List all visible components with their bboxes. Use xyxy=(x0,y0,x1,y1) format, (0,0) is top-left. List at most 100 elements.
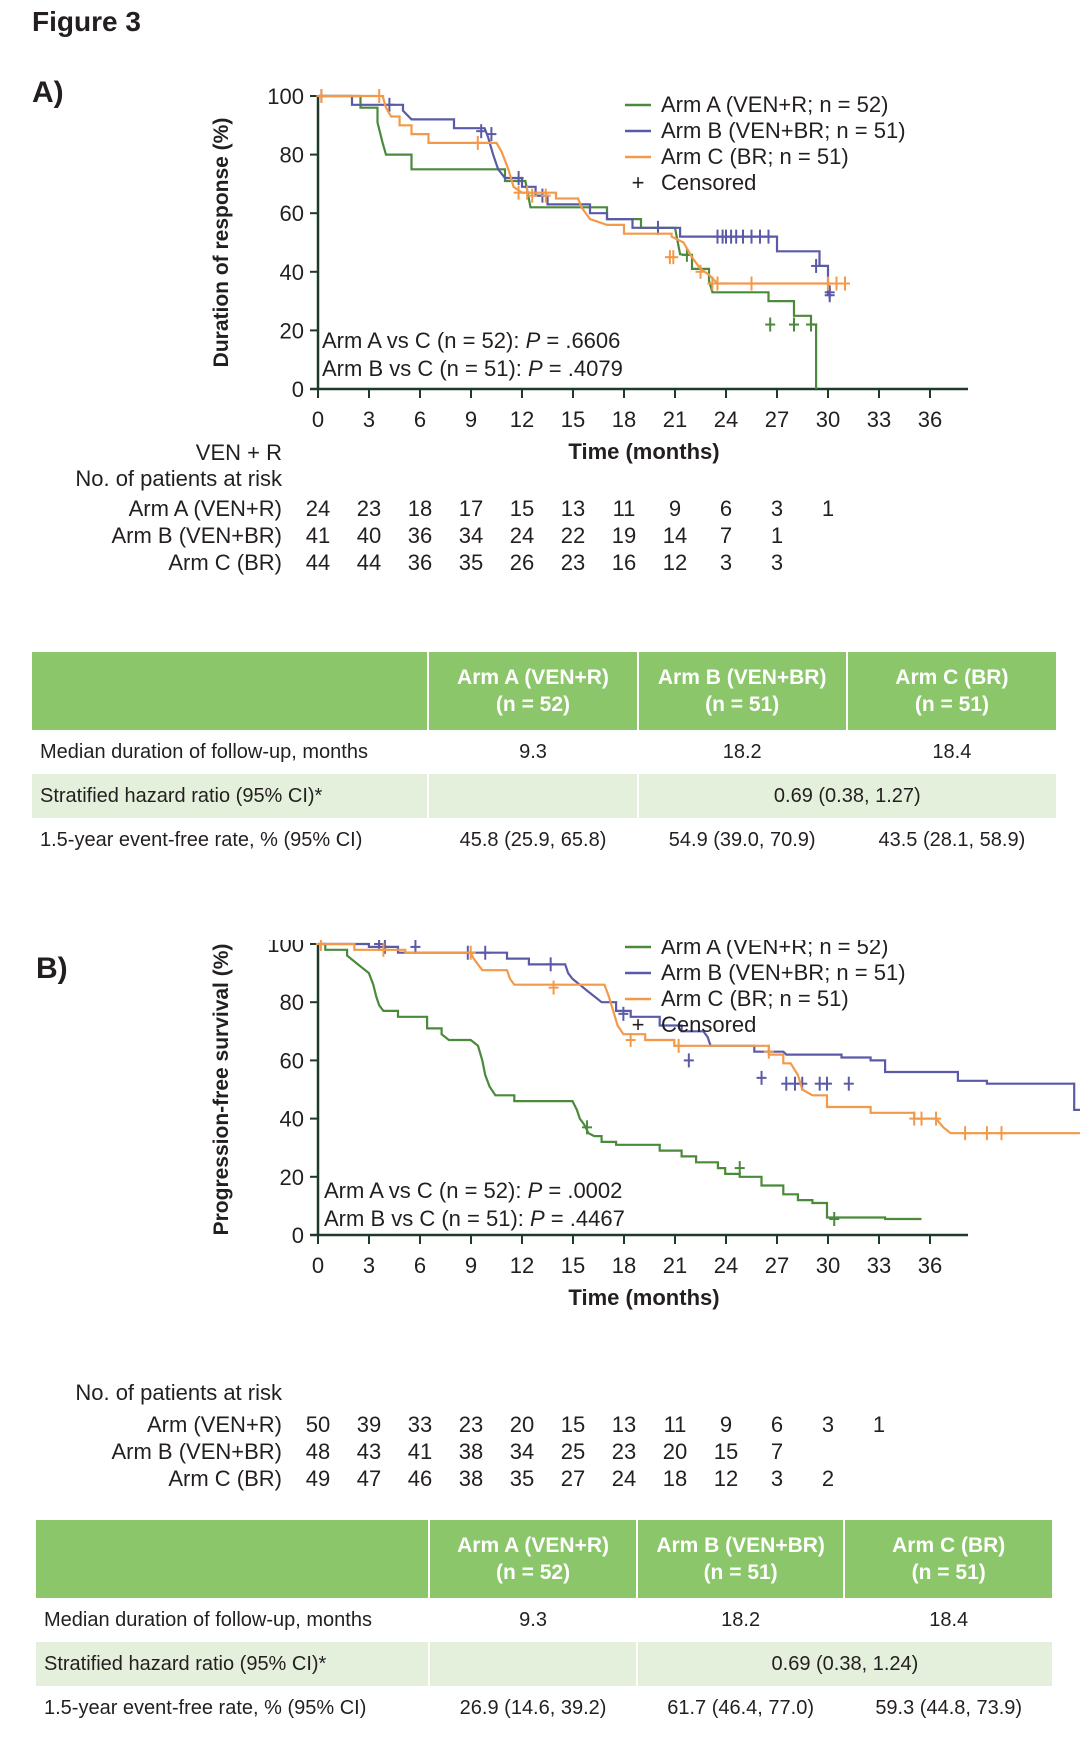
figure-title: Figure 3 xyxy=(32,6,141,37)
summary-header-arm: Arm A (VEN+R) (n = 52) xyxy=(428,1520,637,1598)
risk-value: 35 xyxy=(458,550,484,575)
x-tick-label: 33 xyxy=(867,1253,891,1278)
risk-value: 15 xyxy=(713,1439,739,1464)
risk-value: 23 xyxy=(458,1412,484,1437)
y-tick-label: 20 xyxy=(280,1165,304,1190)
risk-value: 15 xyxy=(509,496,535,521)
summary-row: Stratified hazard ratio (95% CI)* 0.69 (0… xyxy=(36,1642,1052,1686)
risk-value: 11 xyxy=(612,496,636,521)
summary-cell-arm-b: 18.2 xyxy=(635,1598,845,1642)
summary-cell-arm-a xyxy=(427,774,638,818)
risk-value: 1 xyxy=(821,496,835,521)
x-tick-label: 12 xyxy=(510,407,534,432)
risk-value: 1 xyxy=(770,523,784,548)
risk-value: 12 xyxy=(713,1466,739,1491)
risk-row-label: Arm A (VEN+R) xyxy=(128,496,282,521)
risk-value: 14 xyxy=(662,523,688,548)
summary-row: Median duration of follow-up, months 9.3 1… xyxy=(32,730,1056,774)
risk-row-label: Arm C (BR) xyxy=(168,1466,282,1491)
summary-cell-arm-c: 59.3 (44.8, 73.9) xyxy=(843,1686,1052,1730)
y-tick-label: 40 xyxy=(280,260,304,285)
risk-value: 25 xyxy=(560,1439,586,1464)
y-tick-label: 40 xyxy=(280,1107,304,1132)
legend-censor-icon: + xyxy=(632,170,645,195)
risk-value: 13 xyxy=(611,1412,637,1437)
summary-row-label: 1.5-year event-free rate, % (95% CI) xyxy=(40,828,363,851)
risk-value: 41 xyxy=(407,1439,433,1464)
summary-cell-arm-b: 61.7 (46.4, 77.0) xyxy=(635,1686,845,1730)
risk-value: 39 xyxy=(356,1412,382,1437)
risk-value: 18 xyxy=(407,496,433,521)
risk-value: 3 xyxy=(821,1412,835,1437)
summary-row: Median duration of follow-up, months 9.3 1… xyxy=(36,1598,1052,1642)
risk-table-title: VEN + R xyxy=(195,440,282,465)
risk-value: 24 xyxy=(305,496,331,521)
summary-row: 1.5-year event-free rate, % (95% CI) 45.8… xyxy=(32,818,1056,862)
x-tick-label: 36 xyxy=(918,1253,942,1278)
x-axis-label: Time (months) xyxy=(568,1285,719,1310)
risk-row-label: Arm B (VEN+BR) xyxy=(111,523,282,548)
summary-row-label: 1.5-year event-free rate, % (95% CI) xyxy=(44,1696,367,1719)
summary-cell-arm-b: 18.2 xyxy=(636,730,847,774)
risk-value: 49 xyxy=(305,1466,331,1491)
risk-value: 43 xyxy=(356,1439,382,1464)
x-tick-label: 27 xyxy=(765,407,789,432)
risk-value: 44 xyxy=(305,550,331,575)
legend-entry: Arm A (VEN+R; n = 52) xyxy=(661,92,888,117)
summary-cell-arm-a: 9.3 xyxy=(427,730,638,774)
risk-value: 20 xyxy=(662,1439,688,1464)
y-axis-label: Progression-free survival (%) xyxy=(210,944,233,1236)
x-tick-label: 0 xyxy=(312,1253,324,1278)
x-tick-label: 6 xyxy=(414,1253,426,1278)
legend-censor-icon: + xyxy=(632,1012,645,1037)
risk-value: 24 xyxy=(611,1466,637,1491)
risk-value: 17 xyxy=(458,496,484,521)
summary-header-row: Arm A (VEN+R) (n = 52) Arm B (VEN+BR) (n = … xyxy=(36,1520,1052,1598)
risk-value: 7 xyxy=(719,523,733,548)
risk-value: 23 xyxy=(560,550,586,575)
summary-row-label: Stratified hazard ratio (95% CI)* xyxy=(36,1642,430,1686)
risk-value: 27 xyxy=(560,1466,586,1491)
summary-cell-arm-b-vs-c: 0.69 (0.38, 1.24) xyxy=(635,1642,1052,1686)
y-tick-label: 80 xyxy=(280,143,304,168)
x-tick-label: 24 xyxy=(714,407,738,432)
y-tick-label: 0 xyxy=(292,377,304,402)
x-tick-label: 30 xyxy=(816,407,840,432)
x-tick-label: 9 xyxy=(465,407,477,432)
y-tick-label: 60 xyxy=(280,1048,304,1073)
risk-value: 3 xyxy=(770,1466,784,1491)
p-value-annotation: Arm A vs C (n = 52): P = .0002 xyxy=(324,1178,622,1203)
risk-value: 9 xyxy=(719,1412,733,1437)
summary-header-blank xyxy=(36,1520,430,1598)
risk-value: 9 xyxy=(668,496,682,521)
summary-header-arm: Arm C (BR) (n = 51) xyxy=(843,1520,1052,1598)
risk-value: 19 xyxy=(611,523,637,548)
risk-value: 44 xyxy=(356,550,382,575)
legend-entry: Arm A (VEN+R; n = 52) xyxy=(661,940,888,959)
risk-value: 46 xyxy=(407,1466,433,1491)
risk-value: 3 xyxy=(770,550,784,575)
summary-cell-arm-a xyxy=(428,1642,637,1686)
risk-table-title: No. of patients at risk xyxy=(75,1380,282,1405)
risk-value: 38 xyxy=(458,1439,484,1464)
summary-header-arm: Arm B (VEN+BR) (n = 51) xyxy=(636,652,847,730)
risk-row-label: Arm B (VEN+BR) xyxy=(111,1439,282,1464)
p-value-annotation: Arm B vs C (n = 51): P = .4079 xyxy=(322,356,623,381)
legend-entry: Censored xyxy=(661,1012,756,1037)
y-tick-label: 80 xyxy=(280,990,304,1015)
risk-value: 12 xyxy=(662,550,688,575)
summary-row-label: Stratified hazard ratio (95% CI)* xyxy=(32,774,429,818)
summary-row: 1.5-year event-free rate, % (95% CI) 26.9… xyxy=(36,1686,1052,1730)
y-tick-label: 60 xyxy=(280,201,304,226)
x-tick-label: 3 xyxy=(363,407,375,432)
x-tick-label: 21 xyxy=(663,1253,687,1278)
summary-header-row: Arm A (VEN+R) (n = 52) Arm B (VEN+BR) (n = … xyxy=(32,652,1056,730)
risk-value: 47 xyxy=(356,1466,382,1491)
y-tick-label: 100 xyxy=(267,84,304,109)
risk-value: 15 xyxy=(560,1412,586,1437)
risk-value: 34 xyxy=(509,1439,535,1464)
x-tick-label: 0 xyxy=(312,407,324,432)
risk-value: 7 xyxy=(770,1439,784,1464)
